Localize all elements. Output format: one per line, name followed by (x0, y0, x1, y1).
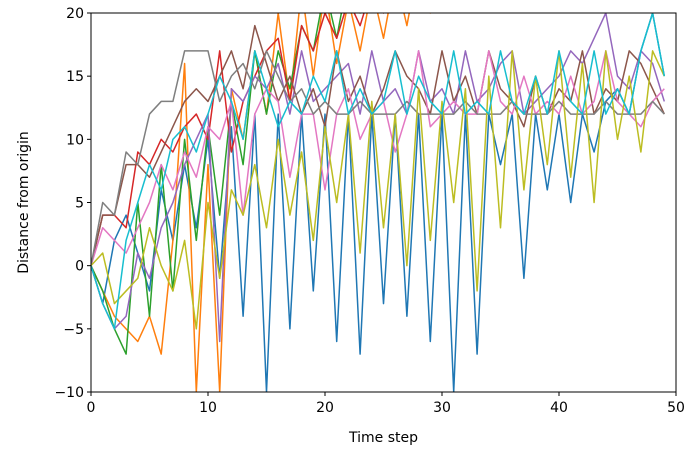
y-tick-label: 5 (75, 196, 84, 212)
series-line (91, 13, 432, 392)
x-tick-label: 40 (550, 400, 568, 416)
series-line (91, 24, 665, 266)
series-line (91, 50, 665, 266)
y-tick-label: 15 (66, 69, 84, 85)
y-axis-label: Distance from origin (16, 131, 32, 274)
x-tick-label: 30 (433, 400, 451, 416)
x-tick-label: 10 (199, 400, 217, 416)
plot-area (91, 13, 666, 392)
x-axis-label: Time step (348, 430, 418, 446)
series-line (91, 13, 666, 330)
x-tick-label: 50 (667, 400, 685, 416)
y-tick-label: −10 (54, 385, 84, 401)
series-line (91, 50, 665, 330)
series-line (91, 13, 666, 343)
x-tick-label: 20 (316, 400, 334, 416)
series-line (91, 13, 385, 266)
y-tick-label: 20 (66, 6, 84, 22)
y-tick-label: 0 (75, 259, 84, 275)
series-line (91, 13, 666, 392)
x-tick-label: 0 (87, 400, 96, 416)
y-tick-label: −5 (63, 322, 84, 338)
y-tick-label: 10 (66, 132, 84, 148)
